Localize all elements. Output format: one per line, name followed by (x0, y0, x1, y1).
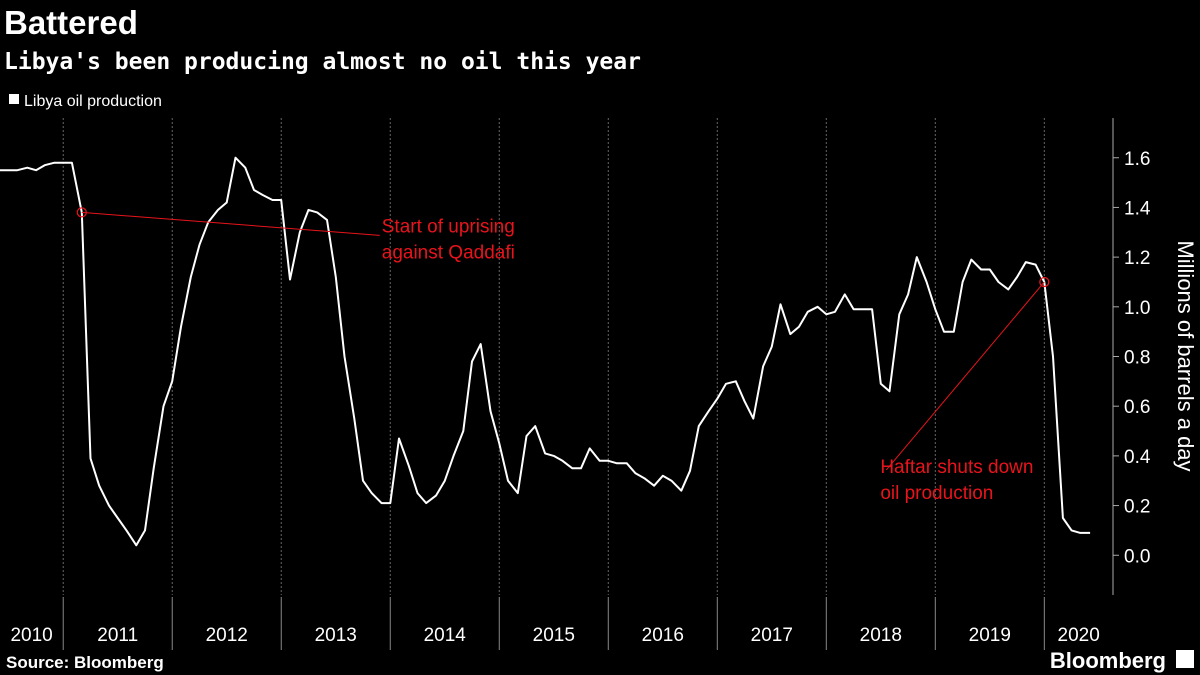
brand-icon (1176, 650, 1194, 668)
chart-title: Battered (4, 4, 138, 41)
x-tick-label: 2012 (206, 625, 248, 646)
annotation-text: Start of uprising (382, 216, 515, 237)
y-tick-label: 1.6 (1124, 149, 1150, 170)
x-tick-label: 2019 (969, 625, 1011, 646)
data-line (0, 156, 1091, 547)
x-tick-label: 2015 (533, 625, 575, 646)
x-tick-label: 2017 (751, 625, 793, 646)
y-tick-label: 0.2 (1124, 497, 1150, 518)
y-tick-label: 1.2 (1124, 248, 1150, 269)
y-tick-label: 0.8 (1124, 348, 1150, 369)
annotation-text: Haftar shuts down (880, 457, 1033, 478)
y-tick-label: 0.6 (1124, 397, 1150, 418)
annotation-marker (1039, 276, 1050, 288)
legend-swatch (9, 94, 19, 104)
legend-label: Libya oil production (24, 93, 162, 110)
source: Source: Bloomberg (6, 653, 164, 672)
annotation-leader (81, 211, 380, 236)
x-tick-label: 2010 (10, 625, 52, 646)
x-tick-label: 2016 (642, 625, 684, 646)
annotation-marker (76, 207, 87, 218)
chart-subtitle: Libya's been producing almost no oil thi… (4, 49, 641, 75)
x-tick-label: 2020 (1058, 625, 1100, 646)
annotation-text: against Qaddafi (382, 242, 515, 263)
x-tick-label: 2014 (424, 625, 467, 646)
y-tick-label: 1.0 (1124, 298, 1150, 319)
y-axis-label: Millions of barrels a day (1173, 240, 1198, 471)
annotation-text: oil production (880, 483, 993, 504)
x-tick-label: 2011 (97, 625, 138, 646)
y-tick-label: 0.0 (1124, 546, 1150, 567)
y-tick-label: 0.4 (1124, 447, 1151, 468)
x-tick-label: 2018 (860, 625, 902, 646)
x-tick-label: 2013 (315, 625, 357, 646)
y-tick-label: 1.4 (1124, 198, 1151, 219)
brand: Bloomberg (1050, 648, 1166, 673)
annotation-leader (885, 281, 1045, 471)
